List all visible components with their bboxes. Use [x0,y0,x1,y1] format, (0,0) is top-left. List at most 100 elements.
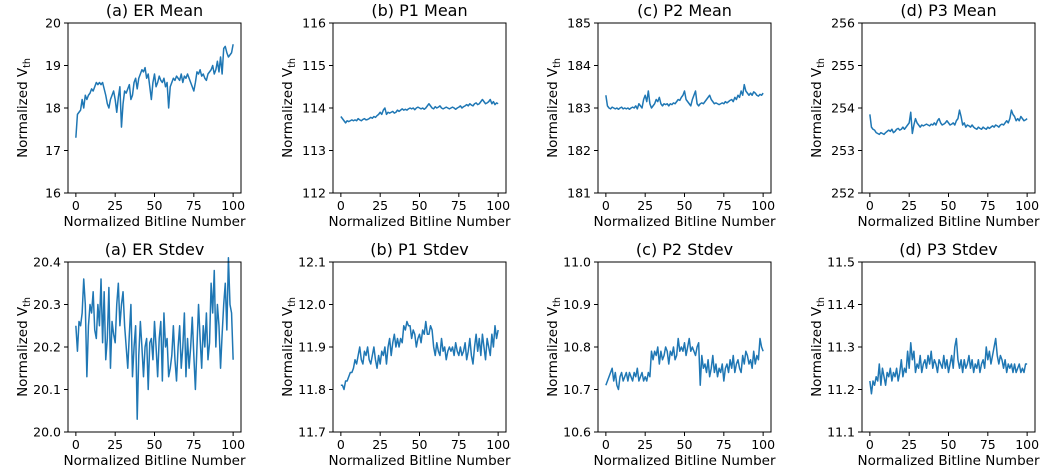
subplot-title: (b) P1 Mean [371,1,467,20]
y-tick-label: 255 [831,58,855,73]
x-tick-label: 100 [1015,437,1039,452]
data-series-line [605,337,764,391]
y-tick-label: 17 [45,143,61,158]
y-tick-label: 10.8 [563,340,591,355]
data-series-line [340,98,499,124]
x-tick-label: 0 [72,437,80,452]
x-tick-label: 100 [751,437,775,452]
x-tick-label: 25 [901,437,917,452]
y-axis-label-main: Normalized V [280,67,296,158]
y-tick-label: 116 [302,16,326,31]
x-tick-label: 25 [901,198,917,213]
x-tick-label: 50 [677,437,693,452]
x-tick-label: 75 [716,198,732,213]
x-axis-label: Normalized Bitline Number [63,453,245,469]
y-tick-label: 20.1 [33,382,61,397]
x-tick-label: 50 [941,437,957,452]
data-series-line [605,83,764,111]
y-tick-label: 11.4 [827,297,855,312]
y-axis-label: Normalized Vth [280,58,298,158]
x-tick-label: 75 [186,198,202,213]
x-tick-label: 75 [451,198,467,213]
y-tick-label: 10.7 [563,382,591,397]
y-tick-label: 113 [302,143,326,158]
y-axis-label: Normalized Vth [15,297,33,397]
y-tick-label: 20.4 [33,255,61,270]
y-tick-label: 11.1 [827,425,855,440]
x-tick-label: 25 [107,437,123,452]
data-series-line [869,109,1028,136]
y-tick-label: 256 [831,16,855,31]
y-axis-label-subscript: th [22,297,33,307]
x-tick-label: 25 [107,198,123,213]
y-axis-label: Normalized Vth [545,58,563,158]
x-tick-label: 50 [677,198,693,213]
plot-frame [67,261,242,433]
x-tick-label: 75 [186,437,202,452]
x-axis-label: Normalized Bitline Number [593,453,775,469]
y-tick-label: 253 [831,143,855,158]
y-tick-label: 112 [302,186,326,201]
x-tick-label: 50 [941,198,957,213]
y-axis-label-subscript: th [287,297,298,307]
x-tick-label: 25 [372,437,388,452]
y-axis-label-main: Normalized V [545,306,561,397]
y-tick-label: 185 [567,16,591,31]
y-tick-label: 11.0 [563,255,591,270]
x-tick-label: 0 [602,437,610,452]
x-tick-label: 100 [486,198,510,213]
y-tick-label: 20.0 [33,425,61,440]
y-tick-label: 11.9 [298,340,326,355]
x-tick-label: 0 [72,198,80,213]
data-series-line [75,257,234,420]
y-tick-label: 16 [45,186,61,201]
y-axis-label-subscript: th [287,58,298,68]
x-tick-label: 25 [637,437,653,452]
x-tick-label: 75 [716,437,732,452]
x-tick-label: 50 [147,198,163,213]
y-tick-label: 11.3 [827,340,855,355]
y-axis-label-subscript: th [552,58,563,68]
subplot-8: (d) P3 Stdev 11.1 11.2 11.3 11.4 11.5 0 25 50 75 1… [809,240,1040,469]
y-tick-label: 12.0 [298,297,326,312]
subplot-title: (c) P2 Stdev [636,240,733,259]
y-axis-label-subscript: th [552,297,563,307]
subplot-title: (a) ER Stdev [105,240,205,259]
subplot-7: (c) P2 Stdev 10.6 10.7 10.8 10.9 11.0 0 25 50 75 1… [545,240,776,469]
x-axis-label: Normalized Bitline Number [63,214,245,230]
subplot-5: (a) ER Stdev 20.0 20.1 20.2 20.3 20.4 0 25 50 75 1… [15,240,246,469]
plot-frame [597,261,772,433]
x-tick-label: 25 [637,198,653,213]
subplot-title: (b) P1 Stdev [370,240,469,259]
y-axis-label: Normalized Vth [809,297,827,397]
y-tick-label: 10.9 [563,297,591,312]
y-tick-label: 12.1 [298,255,326,270]
y-axis-label: Normalized Vth [15,58,33,158]
data-series-line [75,44,234,138]
x-tick-label: 25 [372,198,388,213]
subplot-6: (b) P1 Stdev 11.7 11.8 11.9 12.0 12.1 0 25 50 75 1… [280,240,511,469]
plot-frame [861,22,1036,194]
y-tick-label: 252 [831,186,855,201]
x-tick-label: 0 [337,437,345,452]
y-tick-label: 114 [302,101,326,116]
y-tick-label: 11.7 [298,425,326,440]
y-tick-label: 115 [302,58,326,73]
x-tick-label: 50 [147,437,163,452]
x-tick-label: 0 [866,198,874,213]
plot-frame [332,22,507,194]
data-series-line [869,337,1028,395]
x-tick-label: 0 [602,198,610,213]
y-tick-label: 11.8 [298,382,326,397]
y-axis-label-main: Normalized V [15,306,31,397]
x-axis-label: Normalized Bitline Number [593,214,775,230]
x-tick-label: 75 [451,437,467,452]
y-axis-label-main: Normalized V [545,67,561,158]
data-series-line [340,320,499,391]
x-tick-label: 50 [412,437,428,452]
y-tick-label: 19 [45,58,61,73]
